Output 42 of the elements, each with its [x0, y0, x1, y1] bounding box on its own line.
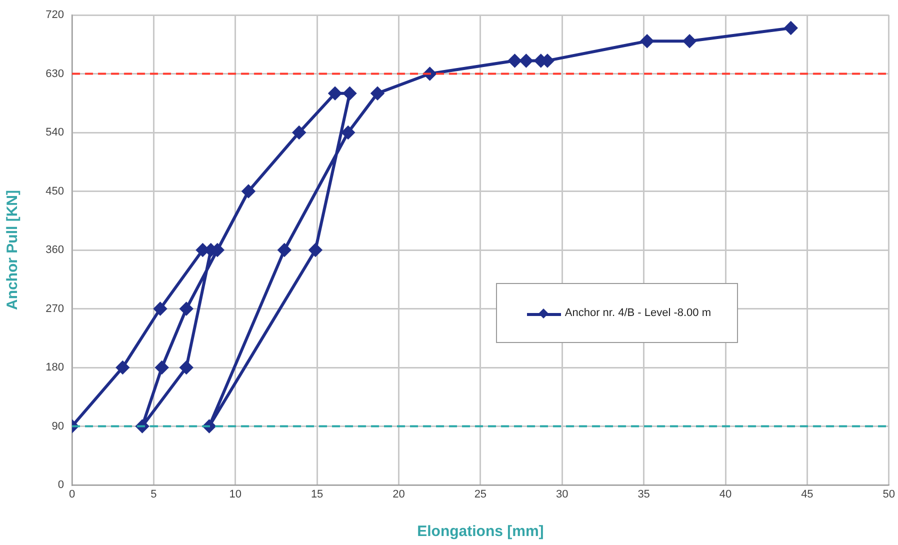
x-tick-label: 50: [882, 488, 896, 501]
y-tick-label: 180: [46, 362, 64, 374]
legend-label: Anchor nr. 4/B - Level -8.00 m: [564, 307, 712, 319]
point: [292, 126, 306, 139]
y-tick-label: 720: [46, 9, 64, 22]
point: [683, 34, 696, 48]
point: [278, 244, 291, 256]
x-tick-label: 30: [556, 488, 568, 501]
point: [328, 86, 342, 100]
y-axis-title: Anchor Pull [KN]: [4, 190, 22, 310]
point: [155, 361, 168, 374]
point: [520, 54, 533, 68]
x-tick-label: 15: [310, 488, 324, 501]
point: [180, 302, 193, 316]
point: [308, 244, 322, 256]
x-tick-label: 5: [150, 488, 157, 501]
point: [154, 302, 167, 316]
x-tick-label: 35: [638, 488, 650, 501]
y-tick-label: 0: [58, 479, 64, 492]
point: [508, 54, 522, 68]
point: [180, 361, 193, 374]
x-tick-label: 10: [229, 488, 242, 501]
point: [371, 86, 384, 100]
y-tick-label: 450: [46, 185, 64, 198]
y-tick-label: 540: [46, 126, 64, 139]
point: [242, 184, 255, 198]
point: [343, 86, 356, 100]
y-tick-label: 360: [46, 244, 64, 256]
y-tick-label: 270: [46, 302, 64, 315]
y-tick-label: 90: [52, 420, 64, 432]
point: [116, 361, 130, 374]
point: [640, 34, 654, 48]
point: [784, 22, 798, 35]
x-tick-label: 40: [719, 488, 732, 501]
x-tick-label: 25: [474, 488, 487, 501]
x-tick-label: 0: [68, 488, 76, 501]
y-tick-label: 630: [46, 68, 64, 80]
x-tick-label: 20: [392, 488, 405, 501]
point: [342, 126, 355, 139]
x-axis-title: Elongations [mm]: [417, 523, 544, 540]
legend-panel: Anchor nr. 4/B - Level -8.00 m: [496, 283, 738, 343]
x-tick-label: 45: [801, 488, 814, 501]
